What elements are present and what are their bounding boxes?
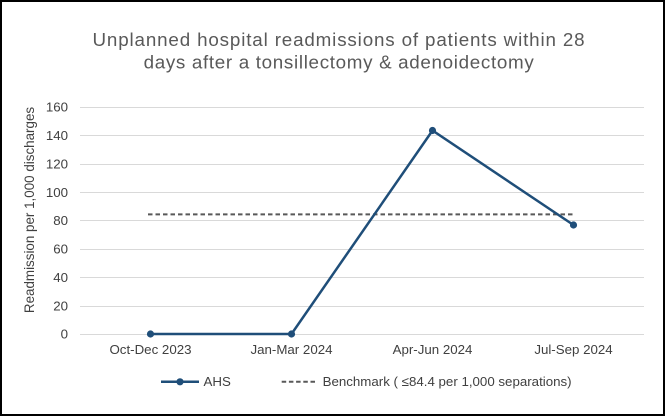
svg-text:days after a tonsillectomy & a: days after a tonsillectomy & adenoidecto… [144,52,535,73]
svg-text:60: 60 [53,242,68,257]
svg-text:140: 140 [46,128,68,143]
svg-text:Readmission per 1,000 discharg: Readmission per 1,000 discharges [22,107,37,313]
svg-text:20: 20 [53,298,68,313]
svg-text:100: 100 [46,185,68,200]
svg-text:80: 80 [53,213,68,228]
svg-text:40: 40 [53,270,68,285]
svg-text:160: 160 [46,100,68,115]
svg-text:Oct-Dec 2023: Oct-Dec 2023 [109,342,191,357]
svg-text:AHS: AHS [204,374,231,389]
svg-text:Benchmark ( ≤84.4 per 1,000 se: Benchmark ( ≤84.4 per 1,000 separations) [323,374,572,389]
svg-text:0: 0 [61,327,68,342]
svg-text:Jan-Mar 2024: Jan-Mar 2024 [250,342,332,357]
svg-text:Jul-Sep 2024: Jul-Sep 2024 [534,342,612,357]
svg-text:120: 120 [46,156,68,171]
svg-text:Unplanned hospital readmission: Unplanned hospital readmissions of patie… [93,29,586,50]
svg-text:Apr-Jun 2024: Apr-Jun 2024 [393,342,473,357]
